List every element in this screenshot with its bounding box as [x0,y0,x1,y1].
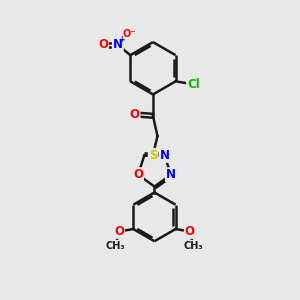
Text: O⁻: O⁻ [122,29,136,39]
Text: CH₃: CH₃ [106,241,125,251]
Text: O: O [133,168,143,181]
Text: O: O [185,225,195,238]
Text: S: S [149,149,157,162]
Text: +: + [118,35,125,44]
Text: CH₃: CH₃ [184,241,203,251]
Text: N: N [113,38,123,51]
Text: O: O [114,225,124,238]
Text: O: O [98,38,108,51]
Text: N: N [160,149,170,162]
Text: Cl: Cl [187,78,200,91]
Text: O: O [130,108,140,121]
Text: N: N [166,168,176,181]
